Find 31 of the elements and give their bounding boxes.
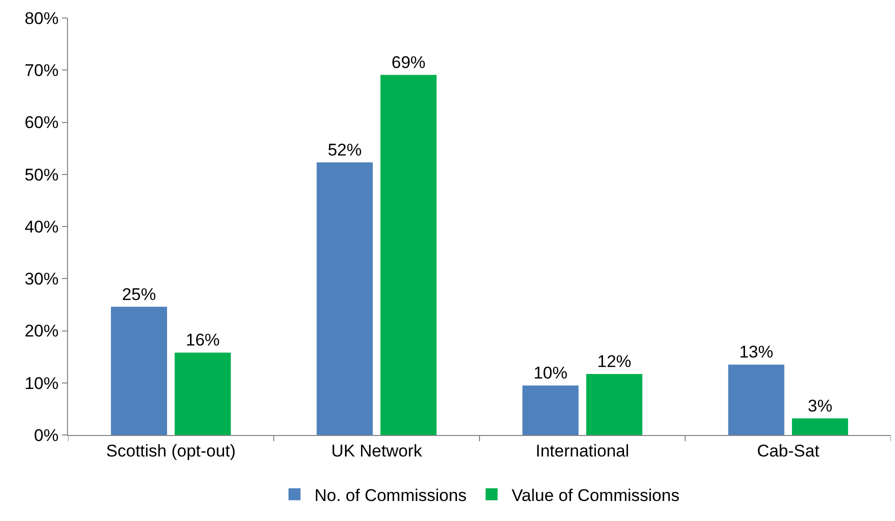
data-label: 3% xyxy=(808,396,832,416)
y-tick-label: 30% xyxy=(24,270,59,289)
data-label: 13% xyxy=(739,342,774,362)
y-tick-label: 0% xyxy=(34,426,59,445)
legend-label: Value of Commissions xyxy=(512,486,680,505)
bar xyxy=(174,352,231,435)
data-label: 16% xyxy=(186,330,220,350)
y-tick-label: 20% xyxy=(24,322,59,341)
y-tick-label: 40% xyxy=(24,217,59,236)
bar xyxy=(316,162,373,435)
data-label: 10% xyxy=(533,363,568,382)
bar xyxy=(110,306,168,435)
x-tick-label: International xyxy=(536,441,630,460)
data-label: 52% xyxy=(328,140,362,160)
data-label: 69% xyxy=(392,52,426,72)
y-tick-label: 70% xyxy=(24,61,59,80)
legend-label: No. of Commissions xyxy=(314,486,467,505)
x-tick-label: Scottish (opt-out) xyxy=(106,441,236,460)
bar xyxy=(728,364,784,435)
bar xyxy=(380,74,437,435)
y-tick-label: 60% xyxy=(24,113,59,132)
x-tick-label: Cab-Sat xyxy=(756,441,820,460)
y-tick-label: 80% xyxy=(24,8,59,28)
bar xyxy=(522,385,579,435)
bar xyxy=(792,418,848,435)
y-tick-label: 50% xyxy=(24,165,59,184)
data-label: 12% xyxy=(597,352,632,372)
bar xyxy=(586,374,642,435)
y-tick-label: 10% xyxy=(24,374,59,393)
data-label: 25% xyxy=(122,284,156,304)
x-tick-label: UK Network xyxy=(331,441,422,460)
